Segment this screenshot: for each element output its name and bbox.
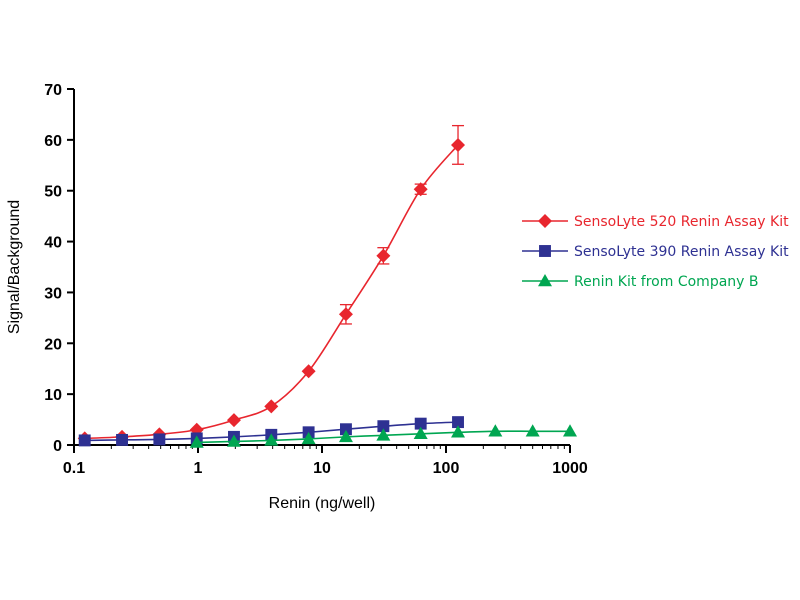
data-point [301, 364, 316, 379]
y-tick-label: 0 [53, 438, 62, 455]
legend-label: SensoLyte 520 Renin Assay Kit [574, 214, 789, 230]
y-tick-label: 30 [44, 285, 62, 302]
legend-label: Renin Kit from Company B [574, 274, 759, 290]
legend-marker [538, 214, 552, 228]
data-point [116, 433, 128, 446]
y-ticks: 0 10 20 30 40 50 60 70 [44, 82, 74, 455]
legend: SensoLyte 520 Renin Assay Kit SensoLyte 3… [522, 214, 789, 290]
series-3 [189, 424, 577, 448]
data-point [525, 424, 540, 437]
data-point [264, 399, 279, 414]
data-point [488, 424, 503, 437]
data-point [226, 413, 241, 428]
data-point [451, 425, 466, 438]
data-point [78, 434, 91, 447]
y-tick-label: 20 [44, 336, 62, 353]
legend-label: SensoLyte 390 Renin Assay Kit [574, 244, 789, 260]
x-ticks: 0.1 1 10 100 1000 [63, 445, 588, 477]
x-tick-label: 0.1 [63, 460, 85, 477]
legend-item: SensoLyte 390 Renin Assay Kit [522, 244, 789, 260]
y-tick-label: 40 [44, 235, 62, 252]
data-point [376, 248, 391, 263]
data-point [451, 137, 466, 152]
data-point [413, 426, 428, 440]
legend-marker [538, 274, 552, 287]
data-point [226, 434, 241, 447]
legend-marker [539, 245, 551, 257]
y-tick-label: 10 [44, 387, 62, 404]
x-tick-label: 1000 [552, 460, 588, 477]
data-point [153, 433, 166, 446]
y-tick-label: 50 [44, 184, 62, 201]
y-tick-label: 70 [44, 82, 62, 99]
data-point [189, 435, 204, 448]
x-tick-label: 100 [433, 460, 460, 477]
data-point [563, 424, 577, 437]
x-axis-title: Renin (ng/well) [269, 495, 376, 512]
data-point [452, 416, 464, 429]
series-line [84, 144, 459, 440]
legend-item: SensoLyte 520 Renin Assay Kit [522, 214, 789, 230]
series-1 [77, 124, 466, 446]
x-tick-label: 1 [194, 460, 203, 477]
data-point [338, 307, 353, 322]
y-axis-title: Signal/Background [6, 200, 23, 334]
data-point [264, 433, 279, 446]
data-point [414, 417, 427, 430]
x-tick-label: 10 [313, 460, 331, 477]
data-point [377, 420, 390, 433]
axes: 0 10 20 30 40 50 60 70 0.1 1 10 100 1000 [44, 82, 588, 477]
data-point [339, 423, 352, 436]
y-tick-label: 60 [44, 133, 62, 150]
data-point [376, 428, 391, 441]
data-point [413, 182, 428, 197]
data-point [338, 429, 353, 443]
data-point [301, 431, 316, 445]
legend-item: Renin Kit from Company B [522, 274, 759, 290]
plot-series [77, 124, 577, 448]
